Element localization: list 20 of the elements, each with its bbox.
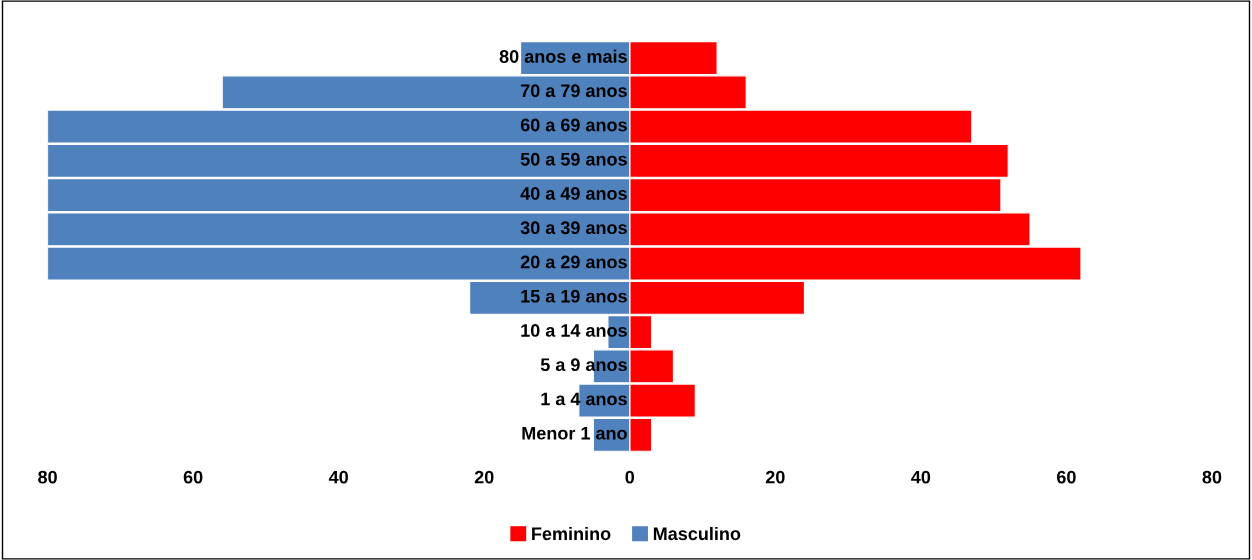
y-tick-label: 80 anos e mais [499, 49, 627, 63]
x-tick-label: 80 [38, 470, 57, 484]
x-tick-label: 20 [765, 470, 785, 484]
x-tick-label: 60 [1057, 470, 1076, 484]
y-tick-label: Menor 1 ano [522, 427, 627, 440]
y-tick-label: 60 a 69 anos [520, 118, 627, 132]
x-tick-label: 80 [1202, 470, 1222, 484]
y-tick-label: 70 a 79 anos [520, 84, 627, 98]
x-tick-label: 40 [911, 470, 931, 484]
y-tick-label: 50 a 59 anos [520, 152, 627, 166]
y-tick-label: 15 a 19 anos [521, 289, 627, 303]
y-tick-label: 30 a 39 anos [520, 221, 627, 235]
x-tick-label: 0 [625, 470, 635, 484]
legend-label: Feminino [532, 526, 611, 541]
x-tick-label: 60 [183, 470, 203, 484]
legend-label: Masculino [653, 526, 741, 541]
x-tick-label: 20 [474, 470, 494, 484]
y-tick-label: 40 a 49 anos [520, 187, 627, 200]
x-tick-label: 40 [328, 470, 348, 484]
y-tick-label: 20 a 29 anos [520, 255, 627, 269]
